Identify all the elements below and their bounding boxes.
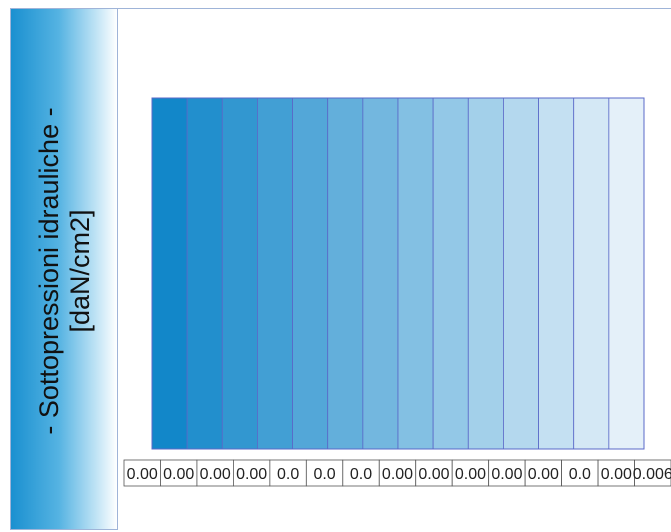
- heatmap-cell: [608, 97, 645, 450]
- pressure-chart: 0.00 0.00 0.00 0.00 0.0 0.0 0.0 0.00 0.00 0.00 0.0…: [123, 97, 671, 487]
- x-tick-label: 0.00: [491, 466, 522, 483]
- tick-label-box: [634, 459, 671, 487]
- tick-label-box: [342, 459, 380, 487]
- x-tick-label: 0.0: [350, 466, 372, 483]
- heatmap-cell: [432, 97, 469, 450]
- x-tick-label: 0.00: [200, 466, 231, 483]
- heatmap-cell: [503, 97, 539, 450]
- tick-label-box: [451, 459, 490, 487]
- heatmap-cell: [292, 97, 329, 450]
- tick-label-box: [488, 459, 526, 487]
- tick-label-box: [305, 459, 344, 487]
- heatmap-cell: [573, 97, 610, 450]
- heatmap-cell: [186, 97, 223, 450]
- x-tick-label: 0.00: [601, 466, 632, 483]
- x-tick-label: 0.00: [418, 466, 449, 483]
- heatmap-cell: [151, 97, 188, 450]
- x-tick-label: 0.0: [569, 466, 591, 483]
- heatmap-cell: [538, 97, 575, 450]
- x-tick-label: 0.00: [163, 466, 194, 483]
- x-tick-label: 0.00: [236, 466, 267, 483]
- tick-label-box: [378, 459, 417, 487]
- x-tick-label: 0.0: [277, 466, 299, 483]
- x-tick-label: 0.00: [382, 466, 413, 483]
- heatmap-cell: [397, 97, 434, 450]
- tick-label-box: [123, 459, 161, 487]
- heatmap-cell: [257, 97, 293, 450]
- x-tick-label: 0.00: [455, 466, 486, 483]
- plot-area: 0.00 0.00 0.00 0.00 0.0 0.0 0.0 0.00 0.00 0.00 0.0…: [118, 8, 671, 530]
- x-tick-label: 0.00: [528, 466, 559, 483]
- tick-label-box: [269, 459, 307, 487]
- heatmap-cell: [362, 97, 399, 450]
- chart-title-text: - Sottopressioni idrauliche -: [34, 107, 64, 435]
- plot-border: [151, 97, 645, 450]
- unit-label: [daN/cm2]: [65, 209, 95, 333]
- tick-label-box: [233, 459, 271, 487]
- x-tick-label: 0.00: [127, 466, 158, 483]
- tick-label-box: [415, 459, 453, 487]
- tick-label-box: [524, 459, 562, 487]
- tick-label-box: [160, 459, 198, 487]
- heatmap-cell: [327, 97, 364, 450]
- heatmap-cell: [467, 97, 504, 450]
- chart-title: - Sottopressioni idrauliche - [daN/cm2]: [34, 11, 96, 529]
- heatmap-cell: [221, 97, 258, 450]
- legend-panel: - Sottopressioni idrauliche - [daN/cm2]: [10, 8, 118, 530]
- tick-label-box: [561, 459, 599, 487]
- x-tick-label: 0.0: [313, 466, 335, 483]
- x-tick-label: 0.006: [633, 466, 671, 483]
